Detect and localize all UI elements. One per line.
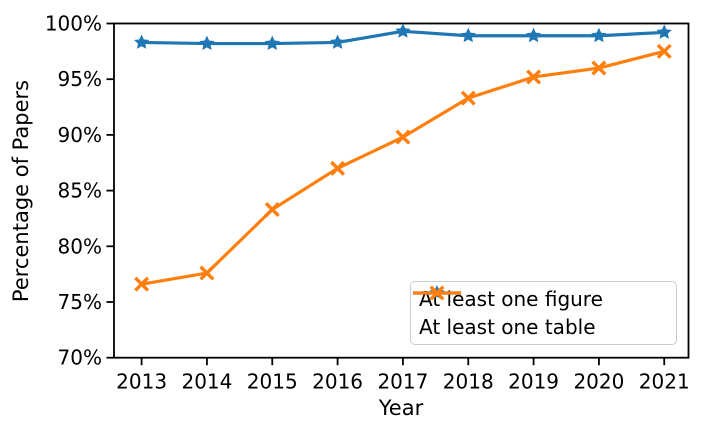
y-tick-label: 75%: [58, 290, 102, 314]
star-marker: [199, 35, 215, 51]
y-axis-label: Percentage of Papers: [9, 79, 33, 303]
x-axis-label: Year: [378, 396, 424, 420]
x-tick-label: 2015: [247, 370, 298, 394]
star-marker: [395, 23, 411, 38]
y-tick-label: 80%: [58, 234, 102, 258]
y-tick-label: 100%: [45, 12, 102, 36]
x-marker: [199, 265, 215, 281]
x-marker: [429, 285, 445, 301]
x-marker: [264, 202, 280, 218]
x-marker: [591, 60, 607, 76]
legend-label-table: At least one table: [419, 315, 596, 339]
star-marker: [329, 34, 346, 49]
x-tick-label: 2019: [508, 370, 559, 394]
chart-legend: At least one figure At least one table: [410, 281, 677, 345]
star-marker: [133, 34, 150, 49]
x-marker: [460, 90, 476, 106]
series-line: [141, 49, 665, 286]
x-tick-label: 2020: [573, 370, 624, 394]
x-marker-line-icon: [413, 285, 461, 301]
legend-label-figure: At least one figure: [419, 287, 603, 311]
star-marker: [656, 24, 672, 39]
series-figure: [133, 23, 672, 51]
y-tick-label: 70%: [58, 346, 102, 370]
x-tick-label: 2021: [639, 370, 690, 394]
star-marker: [460, 27, 476, 43]
legend-item-table: At least one table: [413, 285, 668, 340]
x-marker: [134, 276, 150, 292]
y-tick-label: 85%: [58, 179, 102, 203]
y-tick-label: 95%: [58, 67, 102, 91]
x-tick-label: 2014: [181, 370, 232, 394]
star-marker: [525, 27, 542, 43]
x-marker: [656, 43, 672, 59]
series-table: [134, 43, 672, 292]
star-marker: [264, 35, 280, 51]
x-tick-label: 2018: [443, 370, 494, 394]
x-marker: [330, 160, 346, 176]
y-tick-label: 90%: [58, 123, 102, 147]
x-tick-label: 2016: [312, 370, 363, 394]
x-marker: [526, 69, 542, 85]
star-marker: [591, 27, 607, 43]
x-marker: [395, 129, 411, 145]
x-tick-label: 2013: [116, 370, 167, 394]
x-tick-label: 2017: [377, 370, 428, 394]
